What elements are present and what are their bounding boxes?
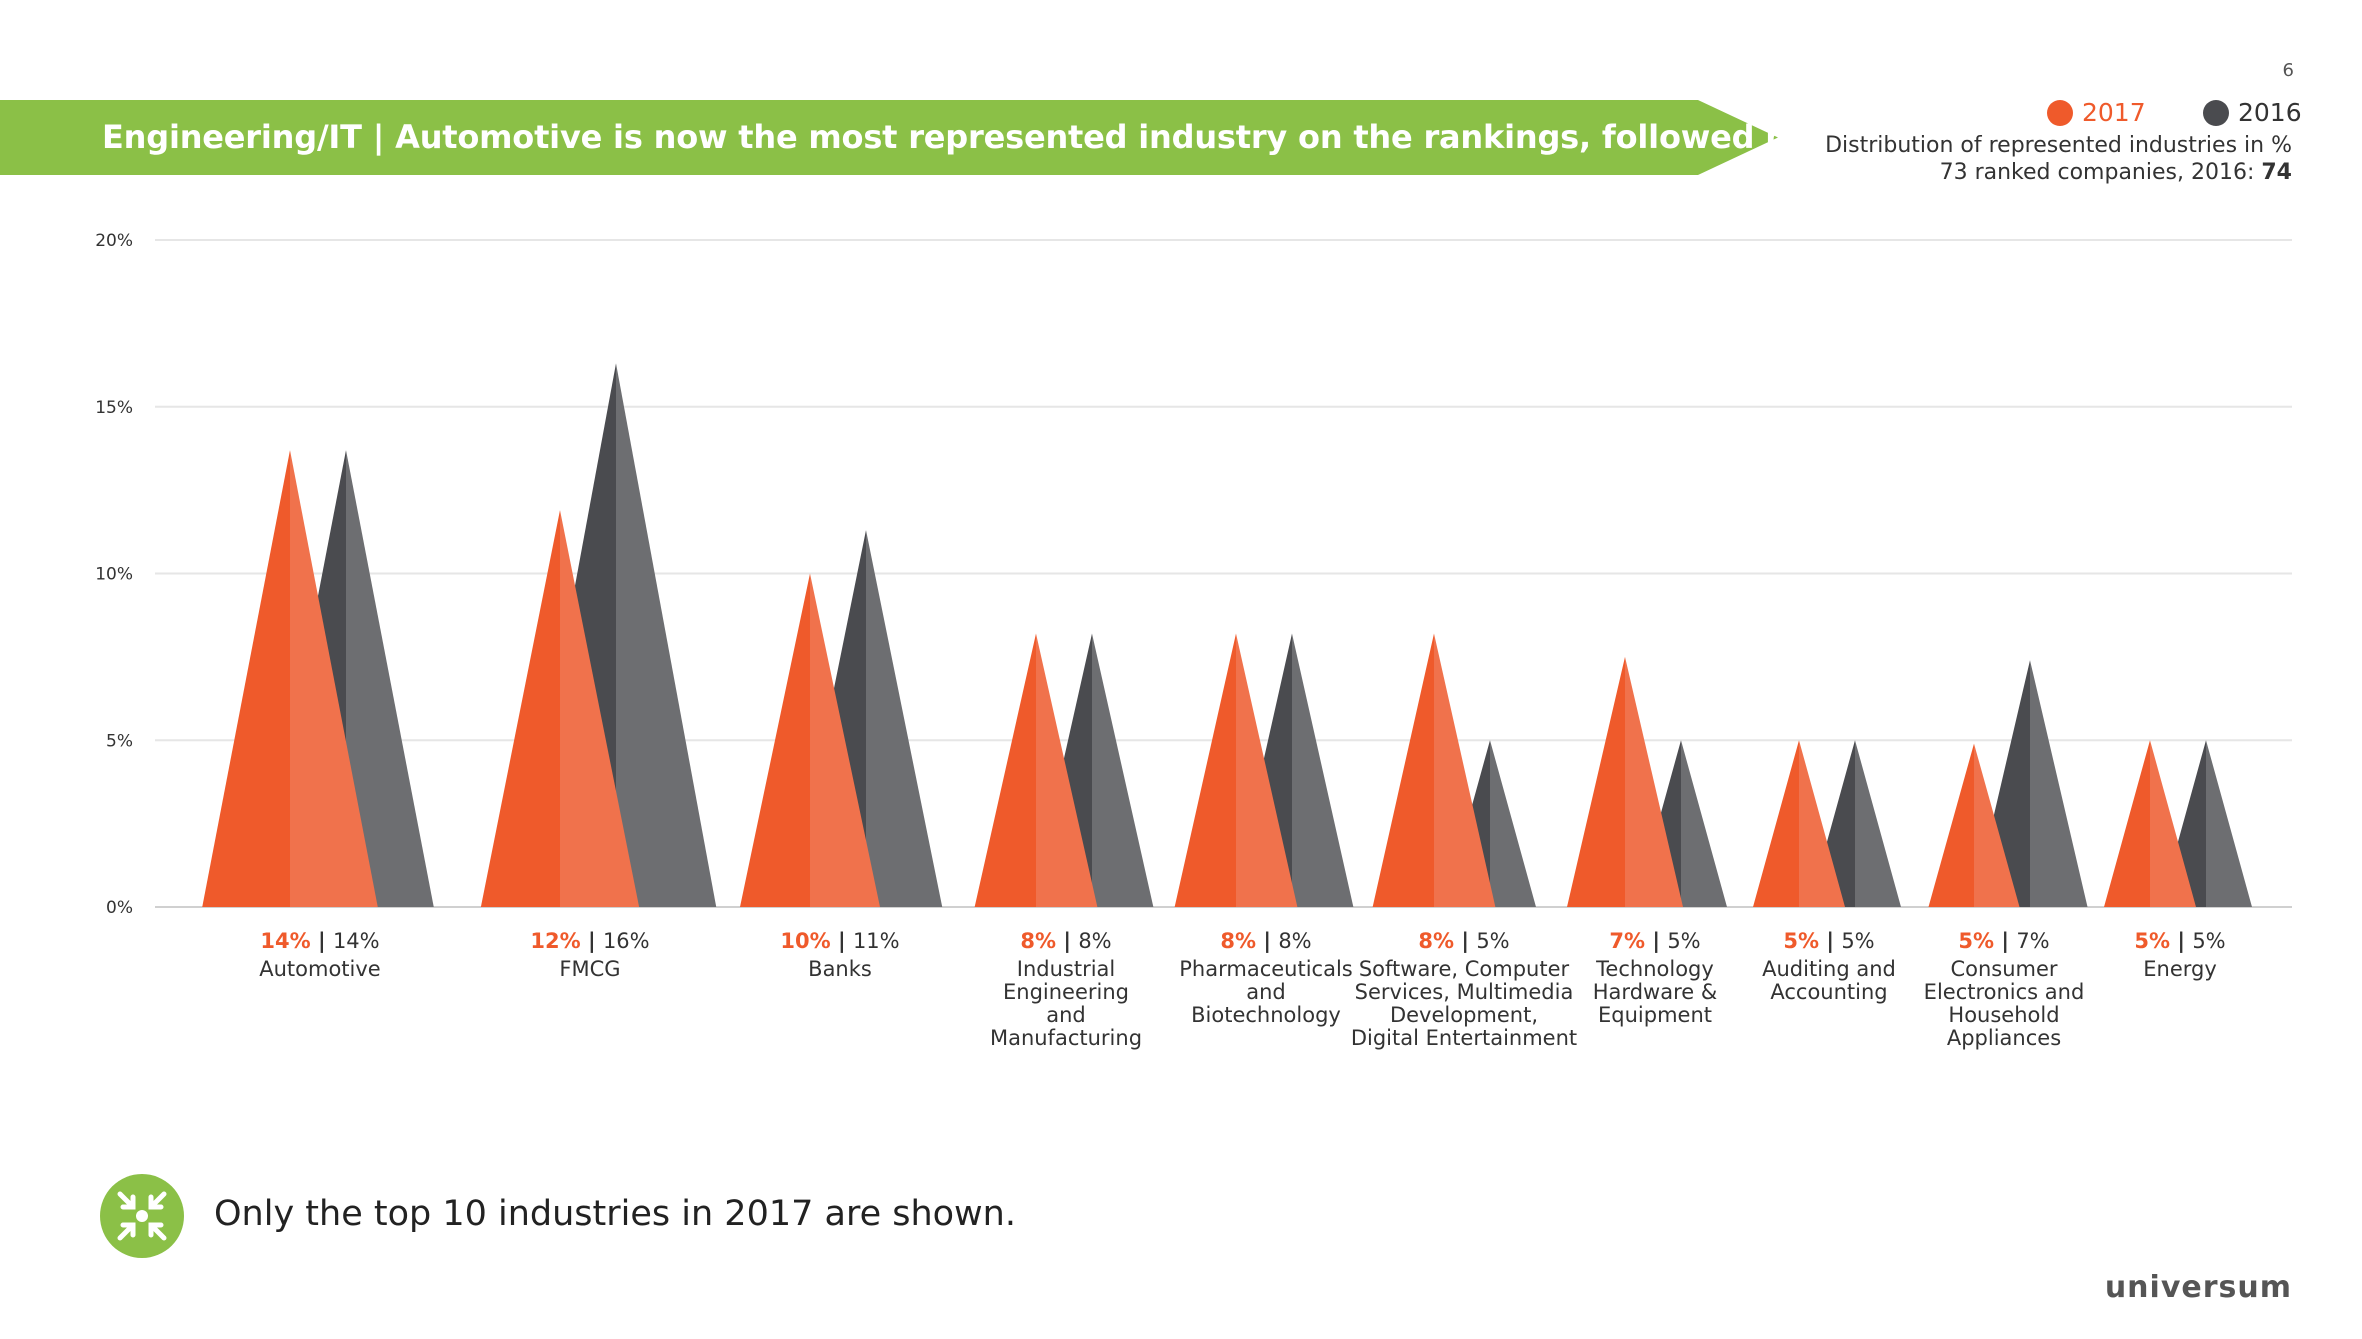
footnote: Only the top 10 industries in 2017 are s… (214, 1194, 1016, 1234)
y-tick-label: 0% (106, 898, 133, 918)
data-label: 5% | 5% (1783, 929, 1874, 954)
x-tick-label: Household (1948, 1003, 2059, 1027)
bar-2017 (1036, 633, 1098, 907)
subtitle-count-text: 73 ranked companies, 2016: (1939, 160, 2262, 185)
bar-2016 (2030, 660, 2088, 907)
chart-subtitle-count: 73 ranked companies, 2016: 74 (1940, 160, 2292, 185)
x-tick-label: Auditing and (1762, 957, 1896, 981)
x-tick-label: Software, Computer (1359, 957, 1570, 981)
x-tick-label: Appliances (1947, 1026, 2061, 1050)
data-label: 5% | 5% (2134, 929, 2225, 954)
y-tick-label: 20% (95, 231, 133, 251)
bar-2016 (1681, 740, 1727, 907)
subtitle-count-bold: 74 (2261, 160, 2292, 185)
x-tick-label: Automotive (259, 957, 380, 981)
x-tick-label: Equipment (1598, 1003, 1712, 1027)
x-tick-label: Development, (1390, 1003, 1538, 1027)
bar-2016 (1490, 740, 1536, 907)
bar-2016 (616, 363, 717, 907)
bar-2016 (2206, 740, 2252, 907)
page-number: 6 (2282, 60, 2294, 81)
bar-2017 (1567, 656, 1625, 907)
x-tick-label: Technology (1595, 957, 1714, 981)
bar-2016 (866, 530, 943, 907)
bar-2017 (560, 510, 640, 907)
bar-2017 (2150, 740, 2196, 907)
x-tick-label: Engineering (1003, 980, 1129, 1004)
x-tick-label: Biotechnology (1191, 1003, 1341, 1027)
data-label: 10% | 11% (780, 929, 899, 954)
header-banner (0, 100, 1778, 175)
bar-2016 (1972, 660, 2030, 907)
legend-dot-2017 (2047, 100, 2073, 126)
y-tick-label: 10% (95, 565, 133, 585)
bar-2017 (974, 633, 1036, 907)
x-tick-label: Pharmaceuticals (1179, 957, 1352, 981)
x-tick-label: Services, Multimedia (1355, 980, 1574, 1004)
bar-2017 (1434, 633, 1496, 907)
data-label: 7% | 5% (1609, 929, 1700, 954)
bar-2017 (202, 450, 290, 907)
legend-label-2017: 2017 (2082, 98, 2146, 127)
bar-2017 (2104, 740, 2150, 907)
data-label: 8% | 5% (1418, 929, 1509, 954)
x-tick-label: Industrial (1017, 957, 1116, 981)
bar-2017 (290, 450, 378, 907)
x-tick-label: FMCG (559, 957, 620, 981)
x-tick-label: Accounting (1770, 980, 1887, 1004)
bar-2017 (1974, 743, 2020, 907)
x-tick-label: Hardware & (1593, 980, 1717, 1004)
x-tick-label: Electronics and (1924, 980, 2085, 1004)
data-label: 5% | 7% (1958, 929, 2049, 954)
data-label: 14% | 14% (260, 929, 379, 954)
bar-2016 (1292, 633, 1354, 907)
bar-2017 (1174, 633, 1236, 907)
bar-2017 (480, 510, 560, 907)
legend-label-2016: 2016 (2238, 98, 2302, 127)
x-tick-label: Manufacturing (990, 1026, 1142, 1050)
bar-2017 (1799, 740, 1845, 907)
bar-2017 (810, 573, 880, 907)
bar-2017 (1753, 740, 1799, 907)
data-label: 8% | 8% (1020, 929, 1111, 954)
x-tick-label: Digital Entertainment (1351, 1026, 1577, 1050)
collapse-icon (100, 1174, 184, 1258)
page-title: Engineering/IT | Automotive is now the m… (102, 118, 2119, 156)
data-label: 8% | 8% (1220, 929, 1311, 954)
bar-2016 (346, 450, 434, 907)
x-tick-label: Energy (2143, 957, 2217, 981)
bar-2017 (1928, 743, 1974, 907)
y-tick-label: 15% (95, 398, 133, 418)
bar-2016 (1092, 633, 1154, 907)
legend-dot-2016 (2203, 100, 2229, 126)
bar-2016 (1855, 740, 1901, 907)
bar-2017 (740, 573, 810, 907)
brand-logo: universum (2104, 1270, 2292, 1305)
bar-2017 (1236, 633, 1298, 907)
x-tick-label: and (1246, 980, 1286, 1004)
x-tick-label: Consumer (1950, 957, 2057, 981)
chart-subtitle: Distribution of represented industries i… (1825, 133, 2292, 158)
x-tick-label: Banks (808, 957, 872, 981)
bar-2017 (1372, 633, 1434, 907)
data-label: 12% | 16% (530, 929, 649, 954)
y-tick-label: 5% (106, 731, 133, 751)
bar-2017 (1625, 656, 1683, 907)
x-tick-label: and (1046, 1003, 1086, 1027)
